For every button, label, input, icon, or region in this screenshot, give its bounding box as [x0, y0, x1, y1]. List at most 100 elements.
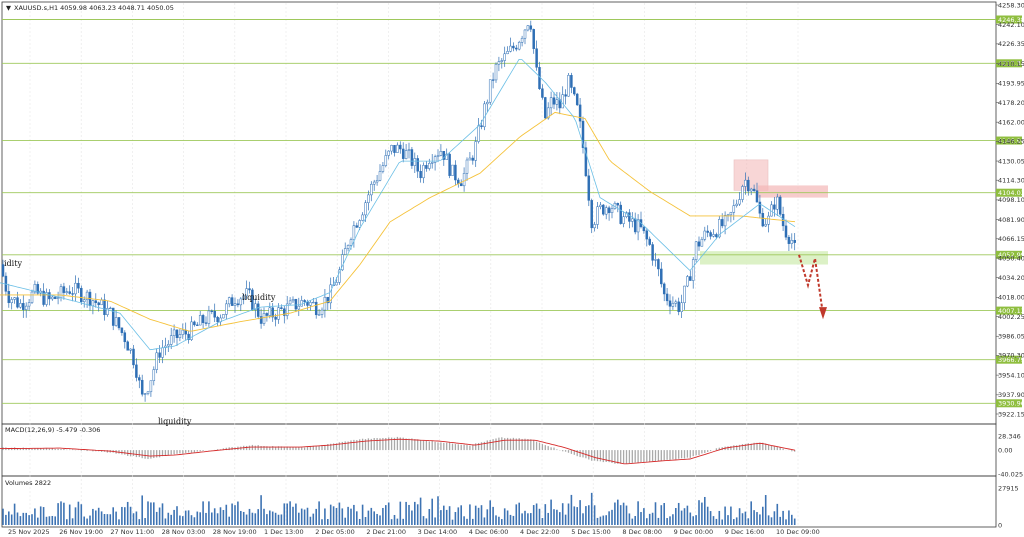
candle-body — [520, 37, 524, 43]
candle-body — [416, 158, 419, 172]
candle-body — [677, 301, 680, 312]
candle-body — [506, 51, 509, 55]
volume-pane-frame — [1, 475, 997, 528]
candle-body — [430, 162, 434, 164]
level-label-bg — [996, 306, 1022, 315]
candle-body — [193, 321, 196, 326]
candle-body — [152, 369, 156, 381]
price-tick-label: 3970.30 — [998, 352, 1024, 360]
candle-body — [593, 224, 596, 229]
candle-body — [396, 144, 399, 153]
candle-body — [51, 296, 54, 300]
candle-body — [419, 170, 422, 179]
candle-body — [784, 225, 788, 238]
candle-body — [114, 317, 118, 326]
candle-body — [749, 188, 753, 192]
candle-body — [517, 41, 521, 50]
price-axis: 4258.30 4242.10 4226.35 4210.15 4193.95 4178.… — [996, 1, 1024, 418]
candle-body — [729, 212, 733, 216]
candle-body — [268, 307, 272, 316]
time-tick-label: 9 Dec 16:00 — [725, 528, 765, 536]
candle-body — [309, 302, 312, 306]
candle-body — [53, 296, 57, 299]
time-tick-label: 8 Dec 08:00 — [622, 528, 662, 536]
level-label: 4210.38 — [998, 60, 1024, 68]
candle-body — [465, 159, 469, 174]
forecast-arrow-head — [819, 307, 827, 320]
candle-body — [146, 391, 150, 394]
candle-body — [82, 299, 86, 303]
candle-body — [288, 300, 292, 305]
candle-body — [747, 179, 750, 192]
candle-body — [135, 364, 138, 378]
candle-body — [738, 199, 741, 205]
candle-body — [459, 183, 463, 187]
price-tick-label: 4034.20 — [998, 274, 1024, 282]
candle-body — [338, 269, 341, 283]
volume-tick-label: 27915 — [998, 484, 1019, 492]
candle-body — [526, 25, 530, 31]
time-tick-label: 3 Dec 14:00 — [418, 528, 458, 536]
price-tick-label: 4226.35 — [998, 40, 1024, 48]
candle-body — [225, 303, 228, 315]
candle-body — [642, 226, 646, 232]
triangle-down-icon[interactable]: ▼ — [6, 4, 11, 12]
candle-body — [761, 213, 765, 227]
candle-body — [758, 201, 762, 214]
horizontal-levels[interactable]: 4246.38 4210.38 4146.90 4104.03 4052.99 4007.… — [2, 15, 1024, 408]
candle-body — [320, 309, 324, 315]
candle-body — [312, 301, 315, 304]
candle-body — [280, 307, 283, 309]
level-label: 4146.90 — [998, 137, 1024, 145]
candle-body — [378, 171, 382, 181]
candle-body — [552, 97, 556, 105]
candle-body — [236, 303, 240, 306]
candle-body — [283, 308, 286, 316]
level-label: 3930.96 — [998, 400, 1024, 408]
candle-body — [712, 234, 715, 237]
candle-body — [106, 308, 109, 315]
candle-body — [732, 205, 736, 213]
candle-body — [294, 299, 298, 310]
candle-body — [720, 219, 724, 227]
candle-body — [352, 225, 356, 240]
candle-body — [648, 238, 651, 245]
candle-body — [297, 305, 301, 310]
candle-body — [633, 218, 637, 233]
candle-body — [285, 303, 289, 316]
time-tick-label: 4 Dec 06:00 — [469, 528, 509, 536]
price-tick-label: 3954.10 — [998, 371, 1024, 379]
candle-body — [654, 259, 657, 261]
candle-body — [172, 329, 176, 336]
time-tick-label: 28 Nov 03:00 — [162, 528, 206, 536]
candle-body — [509, 45, 512, 52]
price-tick-label: 3986.05 — [998, 333, 1024, 341]
candle-body — [718, 219, 721, 238]
level-label: 4052.99 — [998, 251, 1024, 259]
candle-body — [97, 302, 100, 306]
candle-body — [358, 220, 361, 228]
level-label-bg — [996, 399, 1022, 408]
candle-body — [425, 165, 428, 169]
candle-body — [404, 150, 408, 159]
candle-body — [198, 315, 202, 326]
candle-body — [596, 206, 599, 225]
candle-body — [407, 149, 411, 151]
candle-body — [442, 151, 446, 160]
candle-body — [367, 194, 370, 203]
candle-body — [259, 316, 263, 324]
ma-fast-line — [0, 58, 796, 351]
candle-body — [668, 300, 672, 307]
candle-body — [561, 94, 564, 109]
candle-body — [564, 94, 567, 97]
candle-body — [671, 303, 675, 307]
candle-body — [222, 314, 225, 319]
candle-body — [555, 99, 559, 105]
candle-body — [123, 332, 127, 343]
candle-body — [111, 307, 115, 326]
time-tick-label: 28 Nov 19:00 — [213, 528, 257, 536]
candle-body — [68, 291, 71, 294]
candle-body — [697, 241, 701, 247]
time-tick-label: 10 Dec 09:00 — [776, 528, 820, 536]
